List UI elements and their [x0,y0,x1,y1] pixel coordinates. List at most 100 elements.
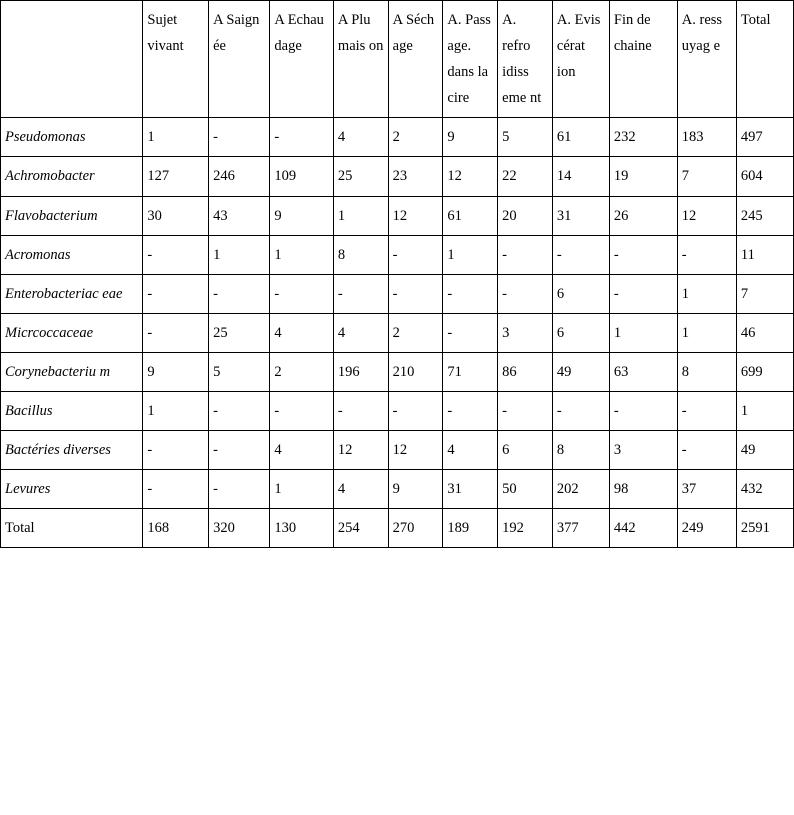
data-cell: 1 [443,235,498,274]
data-cell: 25 [209,313,270,352]
header-cell: Fin de chaine [609,1,677,118]
data-cell: 12 [333,431,388,470]
data-cell: - [209,118,270,157]
header-cell: A. ress uyag e [677,1,736,118]
data-cell: 6 [552,274,609,313]
data-cell: 3 [498,313,553,352]
data-cell: 1 [209,235,270,274]
table-header-row: Sujet vivant A Saign ée A Echau dage A P… [1,1,794,118]
table-row: Pseudomonas1--429561232183497 [1,118,794,157]
data-cell: 22 [498,157,553,196]
data-cell: 1 [270,235,334,274]
data-cell: 20 [498,196,553,235]
data-cell: - [333,274,388,313]
header-cell: A. refro idiss eme nt [498,1,553,118]
data-cell: 1 [677,313,736,352]
data-cell: 7 [677,157,736,196]
data-cell: 49 [552,352,609,391]
header-cell: A Echau dage [270,1,334,118]
data-cell: - [143,470,209,509]
data-cell: 246 [209,157,270,196]
data-cell: 130 [270,509,334,548]
table-row: Micrcoccaceae-25442-361146 [1,313,794,352]
data-cell: - [498,392,553,431]
data-cell: 168 [143,509,209,548]
table-row: Bactéries diverses--412124683-49 [1,431,794,470]
data-cell: - [270,274,334,313]
data-cell: 4 [333,313,388,352]
data-cell: 8 [677,352,736,391]
row-label: Bacillus [1,392,143,431]
data-cell: - [143,274,209,313]
table-row: Total1683201302542701891923774422492591 [1,509,794,548]
data-cell: - [388,235,443,274]
data-cell: - [270,392,334,431]
row-label: Flavobacterium [1,196,143,235]
data-cell: 2 [388,118,443,157]
data-cell: 43 [209,196,270,235]
data-cell: 19 [609,157,677,196]
data-cell: 61 [443,196,498,235]
row-label: Pseudomonas [1,118,143,157]
table-row: Corynebacteriu m952196210718649638699 [1,352,794,391]
data-cell: 9 [270,196,334,235]
data-cell: 196 [333,352,388,391]
data-cell: 2 [270,352,334,391]
data-cell: 1 [677,274,736,313]
data-cell: - [143,235,209,274]
data-cell: 377 [552,509,609,548]
data-cell: - [552,392,609,431]
data-cell: 1 [609,313,677,352]
data-cell: - [209,431,270,470]
data-cell: 1 [143,392,209,431]
data-cell: - [270,118,334,157]
row-label: Acromonas [1,235,143,274]
table-body: Pseudomonas1--429561232183497Achromobact… [1,118,794,548]
bacteria-table: Sujet vivant A Saign ée A Echau dage A P… [0,0,794,548]
data-cell: 4 [333,118,388,157]
data-cell: - [388,392,443,431]
data-cell: - [388,274,443,313]
data-cell: 109 [270,157,334,196]
data-cell: 320 [209,509,270,548]
row-label: Total [1,509,143,548]
row-label: Bactéries diverses [1,431,143,470]
data-cell: 31 [552,196,609,235]
header-cell: Total [736,1,793,118]
row-label: Enterobacteriac eae [1,274,143,313]
row-label: Corynebacteriu m [1,352,143,391]
data-cell: 183 [677,118,736,157]
data-cell: 25 [333,157,388,196]
table-row: Enterobacteriac eae-------6-17 [1,274,794,313]
table-row: Flavobacterium304391126120312612245 [1,196,794,235]
data-cell: 4 [270,313,334,352]
data-cell: 86 [498,352,553,391]
table-row: Levures--14931502029837432 [1,470,794,509]
data-cell: 249 [677,509,736,548]
data-cell: 202 [552,470,609,509]
data-cell: 31 [443,470,498,509]
data-cell: 254 [333,509,388,548]
data-cell: - [609,274,677,313]
row-label: Micrcoccaceae [1,313,143,352]
data-cell: 50 [498,470,553,509]
header-cell: Sujet vivant [143,1,209,118]
data-cell: - [443,274,498,313]
data-cell: 8 [552,431,609,470]
header-cell: A. Pass age. dans la cire [443,1,498,118]
data-cell: 127 [143,157,209,196]
data-cell: - [209,392,270,431]
table-row: Achromobacter1272461092523122214197604 [1,157,794,196]
data-cell: 1 [143,118,209,157]
data-cell: - [209,274,270,313]
table-row: Bacillus1---------1 [1,392,794,431]
data-cell: 98 [609,470,677,509]
data-cell: 4 [443,431,498,470]
row-label: Achromobacter [1,157,143,196]
data-cell: 210 [388,352,443,391]
header-cell: A Saign ée [209,1,270,118]
data-cell: 270 [388,509,443,548]
data-cell: 30 [143,196,209,235]
data-cell: 12 [677,196,736,235]
data-cell: - [209,470,270,509]
